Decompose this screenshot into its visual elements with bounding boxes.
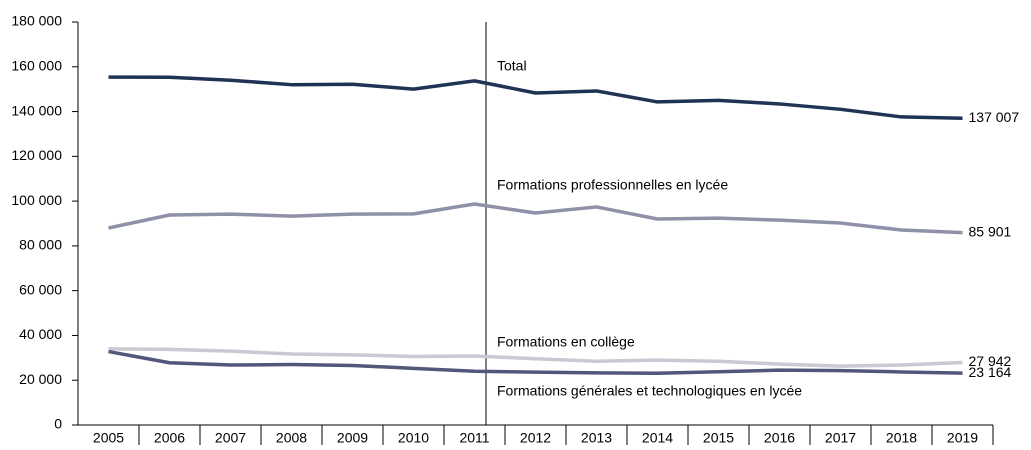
x-tick-label: 2018 — [886, 430, 917, 446]
series-name: Total — [497, 58, 527, 74]
x-tick-label: 2008 — [276, 430, 307, 446]
x-tick-label: 2017 — [825, 430, 856, 446]
series-line — [108, 75, 963, 121]
series-line — [108, 202, 963, 235]
x-tick-label: 2006 — [154, 430, 185, 446]
x-tick-label: 2019 — [947, 430, 978, 446]
series-name: Formations professionnelles en lycée — [497, 177, 728, 193]
x-tick-label: 2013 — [581, 430, 612, 446]
series-line — [108, 347, 963, 368]
y-tick-label: 60 000 — [19, 281, 62, 297]
x-tick-label: 2012 — [520, 430, 551, 446]
x-tick-label: 2016 — [764, 430, 795, 446]
y-tick-label: 20 000 — [19, 371, 62, 387]
series-name: Formations en collège — [497, 334, 635, 350]
x-tick-label: 2015 — [703, 430, 734, 446]
y-tick-label: 100 000 — [11, 192, 62, 208]
x-tick-label: 2005 — [93, 430, 124, 446]
x-tick-label: 2010 — [398, 430, 429, 446]
x-tick-label: 2014 — [642, 430, 673, 446]
y-tick-label: 80 000 — [19, 237, 62, 253]
value-label: 137 007 — [969, 109, 1020, 125]
y-tick-label: 160 000 — [11, 57, 62, 73]
value-label: 27 942 — [969, 353, 1012, 369]
y-tick-label: 0 — [54, 416, 62, 432]
x-tick-label: 2009 — [337, 430, 368, 446]
x-tick-label: 2007 — [215, 430, 246, 446]
x-tick-label: 2011 — [459, 430, 489, 446]
value-label: 85 901 — [969, 223, 1012, 239]
series-name: Formations générales et technologiques e… — [497, 383, 802, 399]
y-tick-label: 120 000 — [11, 147, 62, 163]
y-tick-label: 140 000 — [11, 102, 62, 118]
series-line — [108, 349, 963, 376]
value-label: 23 164 — [969, 364, 1012, 380]
y-tick-label: 180 000 — [11, 13, 62, 29]
y-tick-label: 40 000 — [19, 326, 62, 342]
